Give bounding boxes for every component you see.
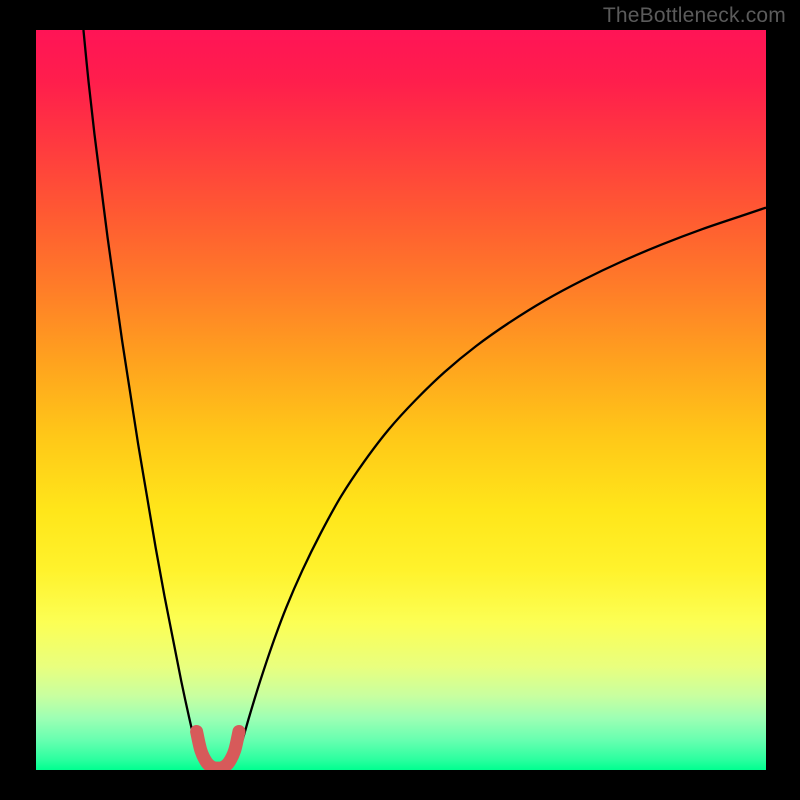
chart-stage: TheBottleneck.com bbox=[0, 0, 800, 800]
gradient-background bbox=[36, 30, 766, 770]
bottleneck-curve-chart bbox=[0, 0, 800, 800]
plot-area bbox=[36, 30, 766, 770]
